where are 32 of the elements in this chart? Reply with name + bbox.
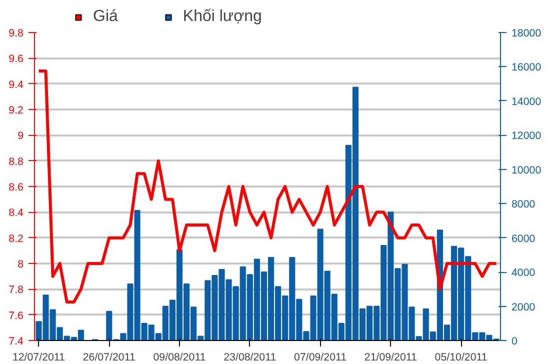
y2-tick-label: 0 <box>512 336 518 348</box>
y2-tick-label: 10000 <box>512 164 542 176</box>
y-tick-label: 7.4 <box>8 336 24 348</box>
y2-tick-label: 8000 <box>512 198 536 211</box>
y2-tick-label: 12000 <box>512 130 542 142</box>
x-tick-label: 12/07/2011 <box>12 352 66 364</box>
x-tick-label: 23/08/2011 <box>224 352 276 364</box>
y2-tick-label: 4000 <box>512 267 536 280</box>
legend-label: Khối lượng <box>182 8 262 26</box>
y-tick-label: 8.8 <box>8 156 24 168</box>
y-tick-label: 9 <box>18 130 24 142</box>
y-tick-label: 9.2 <box>8 104 24 116</box>
y-tick-label: 7.6 <box>8 310 24 322</box>
y-tick-label: 9.6 <box>8 53 24 66</box>
y2-tick-label: 6000 <box>512 232 536 245</box>
x-tick-label: 09/08/2011 <box>153 352 206 364</box>
y-tick-label: 8.4 <box>8 207 24 220</box>
x-tick-label: 21/09/2011 <box>364 352 418 364</box>
y-tick-label: 7.8 <box>8 284 24 296</box>
x-tick-label: 05/10/2011 <box>434 352 488 364</box>
y-tick-label: 9.8 <box>8 28 24 40</box>
y-tick-label: 8.6 <box>8 182 24 194</box>
y2-tick-label: 16000 <box>512 62 542 74</box>
x-tick-label: 26/07/2011 <box>82 352 136 364</box>
y2-tick-label: 18000 <box>512 28 542 40</box>
y-tick-label: 8 <box>18 258 24 270</box>
y-tick-label: 9.4 <box>8 78 24 91</box>
x-tick-label: 07/09/2011 <box>294 352 347 364</box>
y2-tick-label: 2000 <box>512 301 536 314</box>
legend-label: Giá <box>93 8 118 26</box>
y2-tick-label: 14000 <box>512 96 542 108</box>
y-tick-label: 8.2 <box>8 232 24 245</box>
